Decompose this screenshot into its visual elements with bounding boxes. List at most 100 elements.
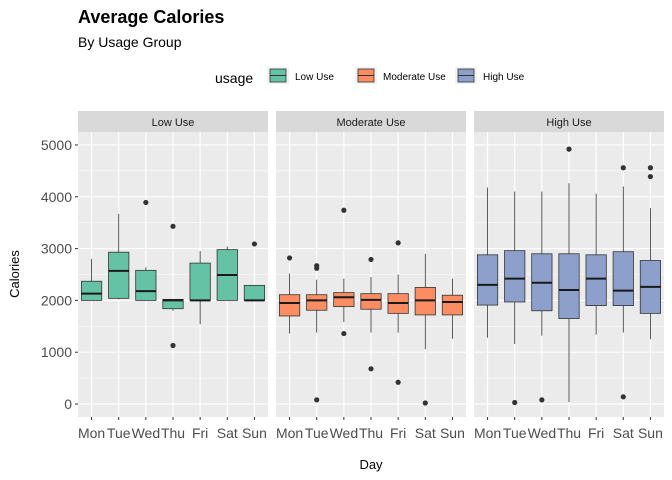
box-tue — [306, 263, 328, 403]
box-body — [162, 298, 184, 310]
x-tick-label: Thu — [359, 425, 383, 441]
facet-strip-label: High Use — [546, 117, 591, 129]
legend-label: High Use — [483, 72, 525, 83]
outlier-point — [170, 223, 176, 229]
x-axis-title: Day — [359, 457, 383, 472]
x-tick-label: Wed — [528, 425, 557, 441]
box-body — [504, 250, 526, 303]
outlier-point — [170, 342, 176, 349]
x-tick-label: Sun — [440, 425, 465, 441]
box-body — [278, 294, 301, 317]
box-body — [80, 280, 103, 301]
x-tick-label: Thu — [161, 425, 185, 441]
legend-label: Moderate Use — [383, 72, 446, 83]
chart-title: Average Calories — [78, 7, 224, 27]
box-tue — [108, 213, 130, 300]
facet-strip — [276, 111, 466, 132]
box-thu — [558, 146, 580, 402]
x-tick-label: Mon — [78, 425, 105, 441]
outlier-point — [314, 263, 320, 269]
x-tick-label: Fri — [390, 425, 406, 441]
y-tick-label: 3000 — [41, 241, 72, 257]
outlier-point — [314, 397, 320, 403]
x-tick-label: Tue — [107, 425, 131, 441]
box-body — [333, 292, 355, 308]
x-tick-label: Fri — [192, 425, 208, 441]
x-tick-label: Sun — [242, 425, 267, 441]
outlier-point — [395, 240, 401, 246]
outlier-point — [512, 399, 518, 406]
x-tick-label: Thu — [557, 425, 581, 441]
box-body — [306, 294, 328, 311]
facet-strip — [474, 111, 664, 132]
x-tick-label: Tue — [305, 425, 329, 441]
y-tick-label: 2000 — [41, 292, 72, 308]
box-wed — [531, 191, 553, 403]
box-sat — [612, 165, 634, 400]
outlier-point — [566, 146, 572, 152]
facet-strip-label: Low Use — [152, 117, 195, 129]
outlier-point — [368, 256, 374, 263]
outlier-point — [143, 199, 149, 206]
facet-strip — [78, 111, 268, 132]
box-body — [558, 253, 580, 319]
x-tick-label: Mon — [276, 425, 303, 441]
outlier-point — [251, 241, 258, 247]
outlier-point — [341, 330, 347, 337]
box-body — [360, 293, 382, 310]
box-sat — [414, 253, 436, 406]
facet-strip-label: Moderate Use — [336, 117, 405, 129]
box-body — [243, 284, 266, 301]
facet-panel: Low Use Mon Tue Wed Thu Fri Sat Sun — [78, 111, 268, 441]
box-sun — [441, 278, 464, 339]
outlier-point — [647, 173, 654, 180]
x-tick-label: Mon — [474, 425, 501, 441]
box-thu — [162, 223, 184, 349]
outlier-point — [620, 165, 626, 171]
box-mon — [80, 258, 103, 301]
box-body — [108, 251, 130, 299]
box-fri — [585, 193, 607, 335]
box-mon — [278, 255, 301, 334]
box-sun — [243, 241, 266, 302]
legend-label: Low Use — [295, 72, 334, 83]
box-sat — [216, 246, 238, 301]
y-axis-title: Calories — [7, 250, 22, 298]
facet-panel: Moderate Use Mon Tue Wed Thu Fri Sat Sun — [276, 111, 466, 441]
facet-panel: High Use Mon Tue Wed Thu Fri Sat Sun — [474, 111, 664, 441]
x-tick-label: Sat — [415, 425, 436, 441]
box-sun — [639, 165, 662, 340]
outlier-point — [286, 255, 293, 261]
box-fri — [387, 240, 409, 385]
box-mon — [476, 187, 499, 338]
y-tick-label: 0 — [64, 396, 72, 412]
box-body — [189, 262, 211, 301]
box-thu — [360, 256, 382, 372]
box-tue — [504, 191, 526, 406]
chart-subtitle: By Usage Group — [78, 34, 182, 50]
x-tick-label: Sun — [638, 425, 663, 441]
outlier-point — [620, 394, 626, 400]
outlier-point — [647, 165, 654, 171]
y-tick-label: 5000 — [41, 137, 72, 153]
x-tick-label: Wed — [330, 425, 359, 441]
box-fri — [189, 251, 211, 325]
box-body — [476, 254, 499, 306]
box-wed — [135, 199, 157, 301]
outlier-point — [422, 400, 428, 406]
box-body — [585, 254, 607, 306]
outlier-point — [368, 366, 374, 372]
outlier-point — [341, 207, 347, 213]
legend-title: usage — [215, 70, 253, 86]
legend: usage Low Use Moderate Use High Use — [215, 67, 525, 86]
outlier-point — [395, 379, 401, 385]
x-tick-label: Sat — [613, 425, 634, 441]
y-tick-label: 4000 — [41, 189, 72, 205]
x-tick-label: Tue — [503, 425, 527, 441]
y-tick-label: 1000 — [41, 344, 72, 360]
box-wed — [333, 207, 355, 337]
x-tick-label: Wed — [132, 425, 161, 441]
box-body — [135, 269, 157, 301]
